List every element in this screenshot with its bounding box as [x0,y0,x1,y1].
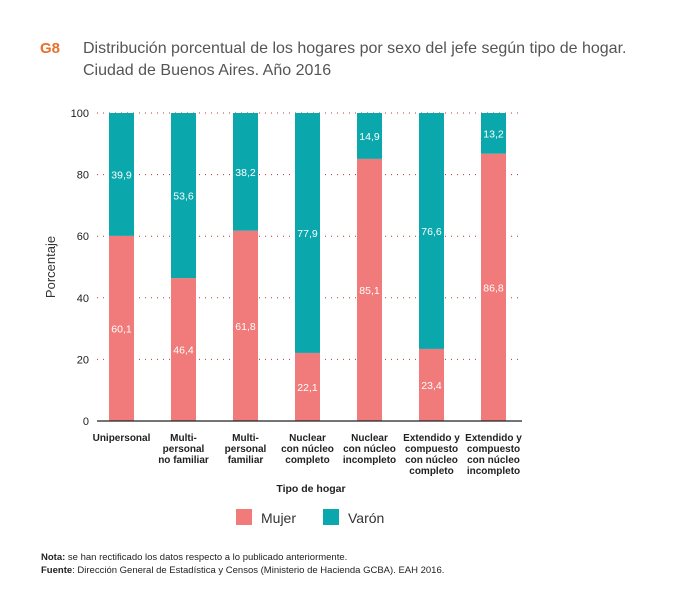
bar-varn-1 [171,113,196,279]
chart-title-line-1: Distribución porcentual de los hogares p… [83,40,626,57]
data-label-mujer-1: 46,4 [173,345,194,357]
data-label-varn-5: 76,6 [421,226,442,238]
legend-label-varn: Varón [348,510,384,526]
legend: Mujer Varón [236,509,384,526]
y-tick-label-20: 20 [77,354,89,366]
bar-varn-4 [357,113,382,159]
y-tick-label-80: 80 [77,170,89,182]
chart-code: G8 [40,40,60,57]
x-tick-label-4: Nuclear con núcleo incompleto [343,433,396,466]
chart-title-line-2: Ciudad de Buenos Aires. Año 2016 [83,62,331,79]
data-label-mujer-4: 85,1 [359,285,380,297]
data-label-varn-6: 13,2 [483,128,504,140]
data-label-mujer-5: 23,4 [421,380,442,392]
source-text: : Dirección General de Estadística y Cen… [72,565,445,576]
data-label-mujer-0: 60,1 [111,323,132,335]
bar-mujer-6 [481,153,506,421]
data-label-varn-1: 53,6 [173,191,194,203]
x-axis-label: Tipo de hogar [276,483,345,495]
data-label-mujer-6: 86,8 [483,282,504,294]
data-label-varn-3: 77,9 [297,228,318,240]
y-tick-label-0: 0 [83,416,89,428]
bar-mujer-5 [419,348,444,421]
note: Nota: se han rectificado los datos respe… [41,552,347,563]
bar-varn-6 [481,113,506,154]
source-label: Fuente [41,565,73,576]
gridlines [97,112,522,360]
x-tick-label-5: Extendido y compuesto con núcleo completo [403,433,460,477]
bars: 60,1 39,9 46,4 53,6 61,8 38,2 22,1 77,9 85,1 14,9… [109,113,506,421]
bar-mujer-3 [295,352,320,421]
y-axis-label: Porcentaje [43,236,58,298]
data-label-mujer-2: 61,8 [235,321,256,333]
legend-label-mujer: Mujer [261,510,296,526]
bar-varn-3 [295,113,320,353]
data-label-varn-2: 38,2 [235,167,256,179]
x-tick-label-6: Extendido y compuesto con núcleo incompleto [465,433,522,477]
y-tick-label-40: 40 [77,293,89,305]
data-label-varn-4: 14,9 [359,131,380,143]
bar-mujer-4 [357,158,382,421]
note-label: Nota: [41,552,66,563]
bar-mujer-1 [171,278,196,421]
x-tick-label-2: Multi-personal familiar [225,433,267,466]
data-label-varn-0: 39,9 [111,169,132,181]
x-tick-label-1: Multi-personal no familiar [158,433,209,466]
legend-swatch-varn [323,509,339,525]
x-tick-label-0: Unipersonal [93,433,151,444]
source: Fuente: Dirección General de Estadística… [41,565,444,576]
note-text: se han rectificado los datos respecto a … [65,552,348,563]
y-tick-label-100: 100 [71,108,89,120]
legend-swatch-mujer [236,509,252,525]
data-label-mujer-3: 22,1 [297,382,318,394]
bar-varn-2 [233,113,258,231]
bar-varn-0 [109,113,134,236]
x-tick-label-3: Nuclear con núcleo completo [281,433,334,466]
axes: 0 20 40 60 80 100 Unipersonal Multi-personal no … [71,108,523,477]
bar-varn-5 [419,113,444,349]
y-tick-label-60: 60 [77,231,89,243]
bar-mujer-2 [233,230,258,421]
bar-mujer-0 [109,235,134,421]
